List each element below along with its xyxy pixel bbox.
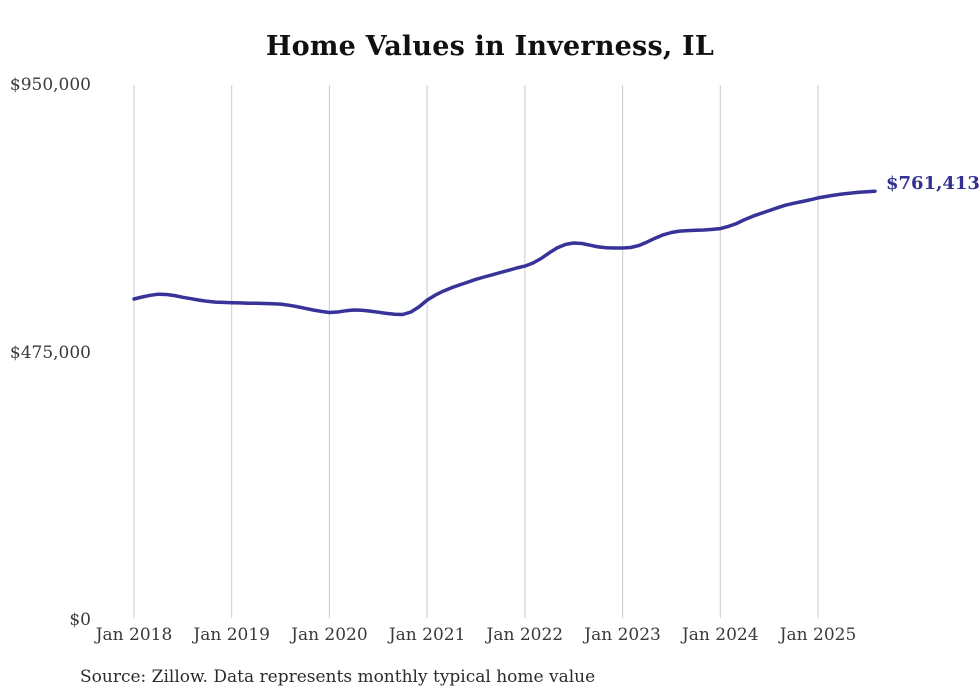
x-tick-label: Jan 2019 [193, 625, 270, 645]
x-tick-label: Jan 2023 [584, 625, 661, 645]
x-tick-label: Jan 2025 [779, 625, 857, 645]
y-tick-label: $0 [69, 610, 91, 630]
x-tick-label: Jan 2021 [388, 625, 466, 645]
home-value-series-line [132, 189, 877, 317]
x-tick-label: Jan 2024 [681, 625, 759, 645]
latest-value-label: $761,413 [886, 173, 980, 194]
chart-title: Home Values in Inverness, IL [265, 31, 715, 62]
y-tick-label: $950,000 [9, 75, 91, 95]
y-tick-label: $475,000 [9, 342, 91, 363]
source-note: Source: Zillow. Data represents monthly … [80, 667, 596, 687]
x-tick-label: Jan 2022 [486, 625, 564, 645]
x-tick-label: Jan 2020 [291, 625, 368, 645]
x-tick-label: Jan 2018 [95, 625, 173, 645]
